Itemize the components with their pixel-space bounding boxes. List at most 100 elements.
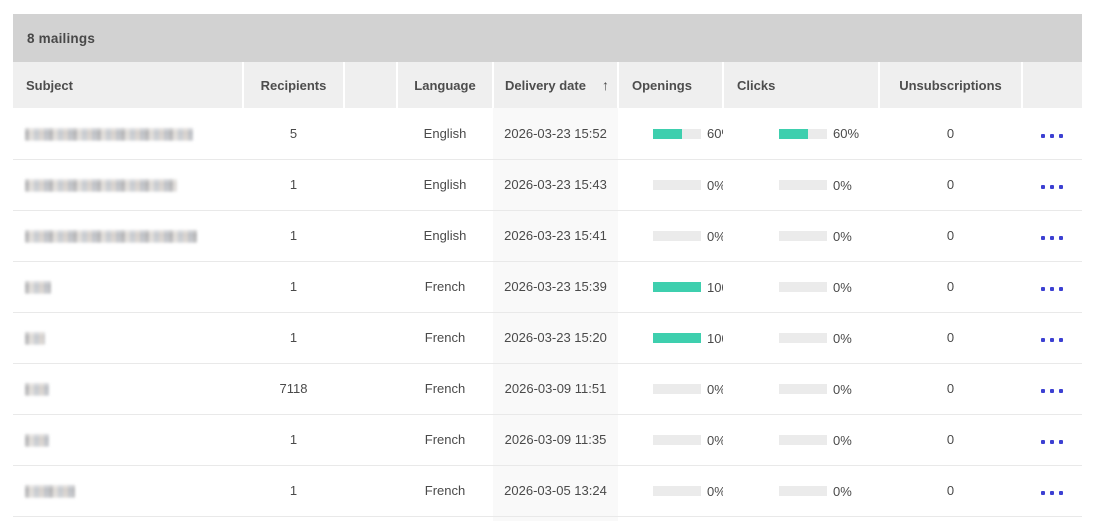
openings-percentage: 0% xyxy=(707,432,723,448)
clicks-percentage: 0% xyxy=(833,279,852,295)
unsubscriptions-cell: 0 xyxy=(879,312,1022,364)
table-row[interactable]: 1 English 2026-03-23 15:41 0% 0% 0 xyxy=(13,210,1082,262)
column-header-language[interactable]: Language xyxy=(397,62,494,108)
table-row[interactable]: 7118 French 2026-03-09 11:51 0% 0% 0 xyxy=(13,363,1082,415)
subject-cell[interactable] xyxy=(13,261,243,313)
unsubscriptions-cell: 0 xyxy=(879,210,1022,262)
openings-percentage: 100% xyxy=(707,330,723,346)
actions-cell xyxy=(1022,363,1082,415)
subject-cell[interactable] xyxy=(13,210,243,262)
table-row[interactable]: 1 French 2026-03-23 15:39 100% 0% 0 xyxy=(13,261,1082,313)
delivery-date-cell: 2026-03-09 11:51 xyxy=(493,363,618,415)
kebab-menu-button[interactable] xyxy=(1041,185,1063,189)
table-row[interactable]: 1 French 2026-03-23 15:20 100% 0% 0 xyxy=(13,312,1082,364)
openings-progress-bar xyxy=(653,333,701,344)
recipients-cell: 1 xyxy=(243,261,344,313)
subject-cell[interactable] xyxy=(13,108,243,160)
clicks-cell: 0% xyxy=(723,159,879,211)
kebab-menu-button[interactable] xyxy=(1041,236,1063,240)
spacer-cell xyxy=(344,210,397,262)
clicks-percentage: 0% xyxy=(833,381,852,397)
openings-cell: 0% xyxy=(618,210,723,262)
openings-progress-bar xyxy=(653,435,701,446)
clicks-cell: 0% xyxy=(723,312,879,364)
spacer-cell xyxy=(344,261,397,313)
column-header-subject[interactable]: Subject xyxy=(13,62,244,108)
table-row[interactable]: 5 English 2026-03-23 15:52 60% 60% 0 xyxy=(13,108,1082,160)
recipients-cell: 1 xyxy=(243,465,344,517)
openings-progress-bar xyxy=(653,128,701,139)
column-header-unsubscriptions[interactable]: Unsubscriptions xyxy=(879,62,1023,108)
clicks-percentage: 0% xyxy=(833,483,852,499)
subject-redacted-text xyxy=(25,434,49,448)
language-cell: French xyxy=(397,414,493,466)
clicks-cell: 60% xyxy=(723,108,879,160)
openings-percentage: 0% xyxy=(707,483,723,499)
kebab-menu-button[interactable] xyxy=(1041,440,1063,444)
actions-cell xyxy=(1022,261,1082,313)
sort-ascending-icon: ↑ xyxy=(602,77,609,93)
clicks-percentage: 0% xyxy=(833,330,852,346)
delivery-date-cell: 2026-03-23 15:39 xyxy=(493,261,618,313)
clicks-progress-bar xyxy=(779,180,827,191)
clicks-cell: 0% xyxy=(723,414,879,466)
language-cell: French xyxy=(397,465,493,517)
table-row[interactable]: 1 French 2026-03-05 13:24 0% 0% 0 xyxy=(13,465,1082,517)
delivery-date-cell: 2026-03-23 15:52 xyxy=(493,108,618,160)
clicks-cell: 0% xyxy=(723,363,879,415)
subject-cell[interactable] xyxy=(13,312,243,364)
openings-cell: 0% xyxy=(618,465,723,517)
subject-cell[interactable] xyxy=(13,363,243,415)
openings-cell: 0% xyxy=(618,414,723,466)
openings-progress-bar xyxy=(653,282,701,293)
column-header-openings[interactable]: Openings xyxy=(618,62,724,108)
spacer-cell xyxy=(344,414,397,466)
language-cell: French xyxy=(397,261,493,313)
subject-cell[interactable] xyxy=(13,159,243,211)
openings-progress-bar xyxy=(653,231,701,242)
openings-percentage: 100% xyxy=(707,279,723,295)
delivery-date-cell: 2026-03-05 13:24 xyxy=(493,465,618,517)
openings-progress-bar xyxy=(653,180,701,191)
table-header-row: Subject Recipients Language Delivery dat… xyxy=(13,62,1082,108)
unsubscriptions-cell: 0 xyxy=(879,414,1022,466)
openings-percentage: 0% xyxy=(707,228,723,244)
kebab-menu-button[interactable] xyxy=(1041,389,1063,393)
openings-progress-bar xyxy=(653,384,701,395)
clicks-percentage: 0% xyxy=(833,228,852,244)
unsubscriptions-cell: 0 xyxy=(879,159,1022,211)
clicks-progress-bar xyxy=(779,282,827,293)
recipients-cell: 1 xyxy=(243,312,344,364)
subject-redacted-text xyxy=(25,485,75,499)
column-header-clicks[interactable]: Clicks xyxy=(723,62,880,108)
column-header-delivery-date[interactable]: Delivery date ↑ xyxy=(493,62,619,108)
table-title-bar: 8 mailings xyxy=(13,14,1082,62)
actions-cell xyxy=(1022,465,1082,517)
kebab-menu-button[interactable] xyxy=(1041,338,1063,342)
kebab-menu-button[interactable] xyxy=(1041,287,1063,291)
openings-percentage: 60% xyxy=(707,126,723,142)
recipients-cell: 5 xyxy=(243,108,344,160)
kebab-menu-button[interactable] xyxy=(1041,491,1063,495)
openings-cell: 0% xyxy=(618,363,723,415)
subject-redacted-text xyxy=(25,230,197,244)
column-header-recipients[interactable]: Recipients xyxy=(243,62,345,108)
delivery-date-cell: 2026-03-09 11:35 xyxy=(493,414,618,466)
actions-cell xyxy=(1022,312,1082,364)
subject-cell[interactable] xyxy=(13,414,243,466)
clicks-percentage: 0% xyxy=(833,177,852,193)
table-row[interactable]: 1 French 2026-03-09 11:35 0% 0% 0 xyxy=(13,414,1082,466)
table-row[interactable]: 1 English 2026-03-23 15:43 0% 0% 0 xyxy=(13,159,1082,211)
subject-redacted-text xyxy=(25,127,193,141)
openings-percentage: 0% xyxy=(707,381,723,397)
column-header-spacer xyxy=(344,62,398,108)
subject-cell[interactable] xyxy=(13,465,243,517)
delivery-date-column-shading-tail xyxy=(493,516,618,521)
unsubscriptions-cell: 0 xyxy=(879,465,1022,517)
recipients-cell: 7118 xyxy=(243,363,344,415)
kebab-menu-button[interactable] xyxy=(1041,133,1063,138)
clicks-cell: 0% xyxy=(723,465,879,517)
delivery-date-label: Delivery date xyxy=(505,77,586,93)
language-cell: English xyxy=(397,108,493,160)
spacer-cell xyxy=(344,363,397,415)
